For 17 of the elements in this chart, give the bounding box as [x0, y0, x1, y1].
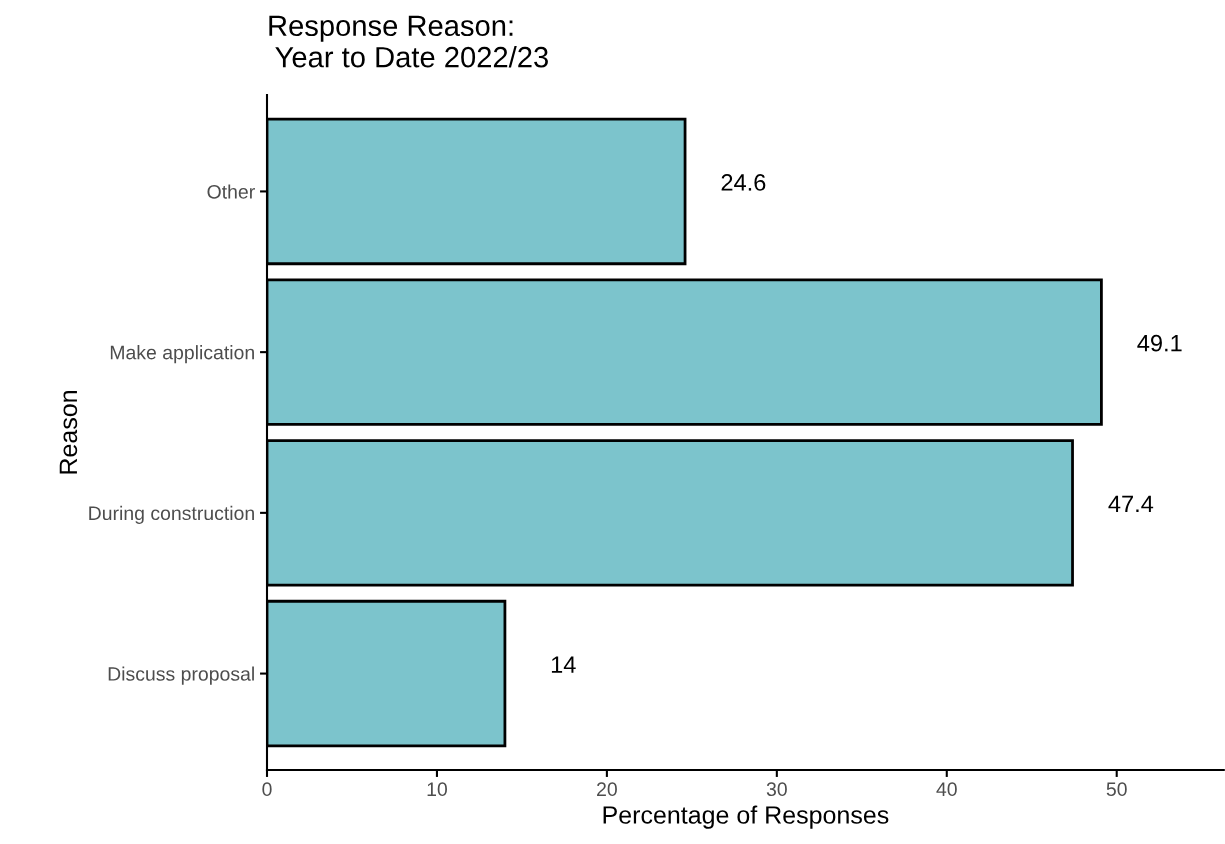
data-label: 47.4	[1108, 495, 1154, 513]
y-tick-label: During construction	[89, 505, 254, 524]
x-tick-label: 20	[597, 782, 617, 797]
chart-title: Response Reason: Year to Date 2022/23	[269, 15, 548, 68]
data-label: 24.6	[721, 174, 766, 191]
x-tick-label: 10	[427, 782, 447, 797]
y-tick-label: Other	[207, 184, 255, 199]
x-axis-title: Percentage of Responses	[603, 805, 889, 829]
y-tick-label: Discuss proposal	[108, 666, 254, 685]
data-label: 49.1	[1137, 334, 1182, 352]
x-tick-label: 30	[766, 782, 787, 797]
y-axis-title: Reason	[59, 391, 78, 474]
y-tick-label: Make application	[110, 345, 254, 364]
x-tick-label: 50	[1106, 782, 1127, 797]
x-tick-label: 0	[262, 782, 272, 797]
x-tick-label: 40	[936, 782, 957, 797]
data-label: 14	[551, 656, 576, 673]
